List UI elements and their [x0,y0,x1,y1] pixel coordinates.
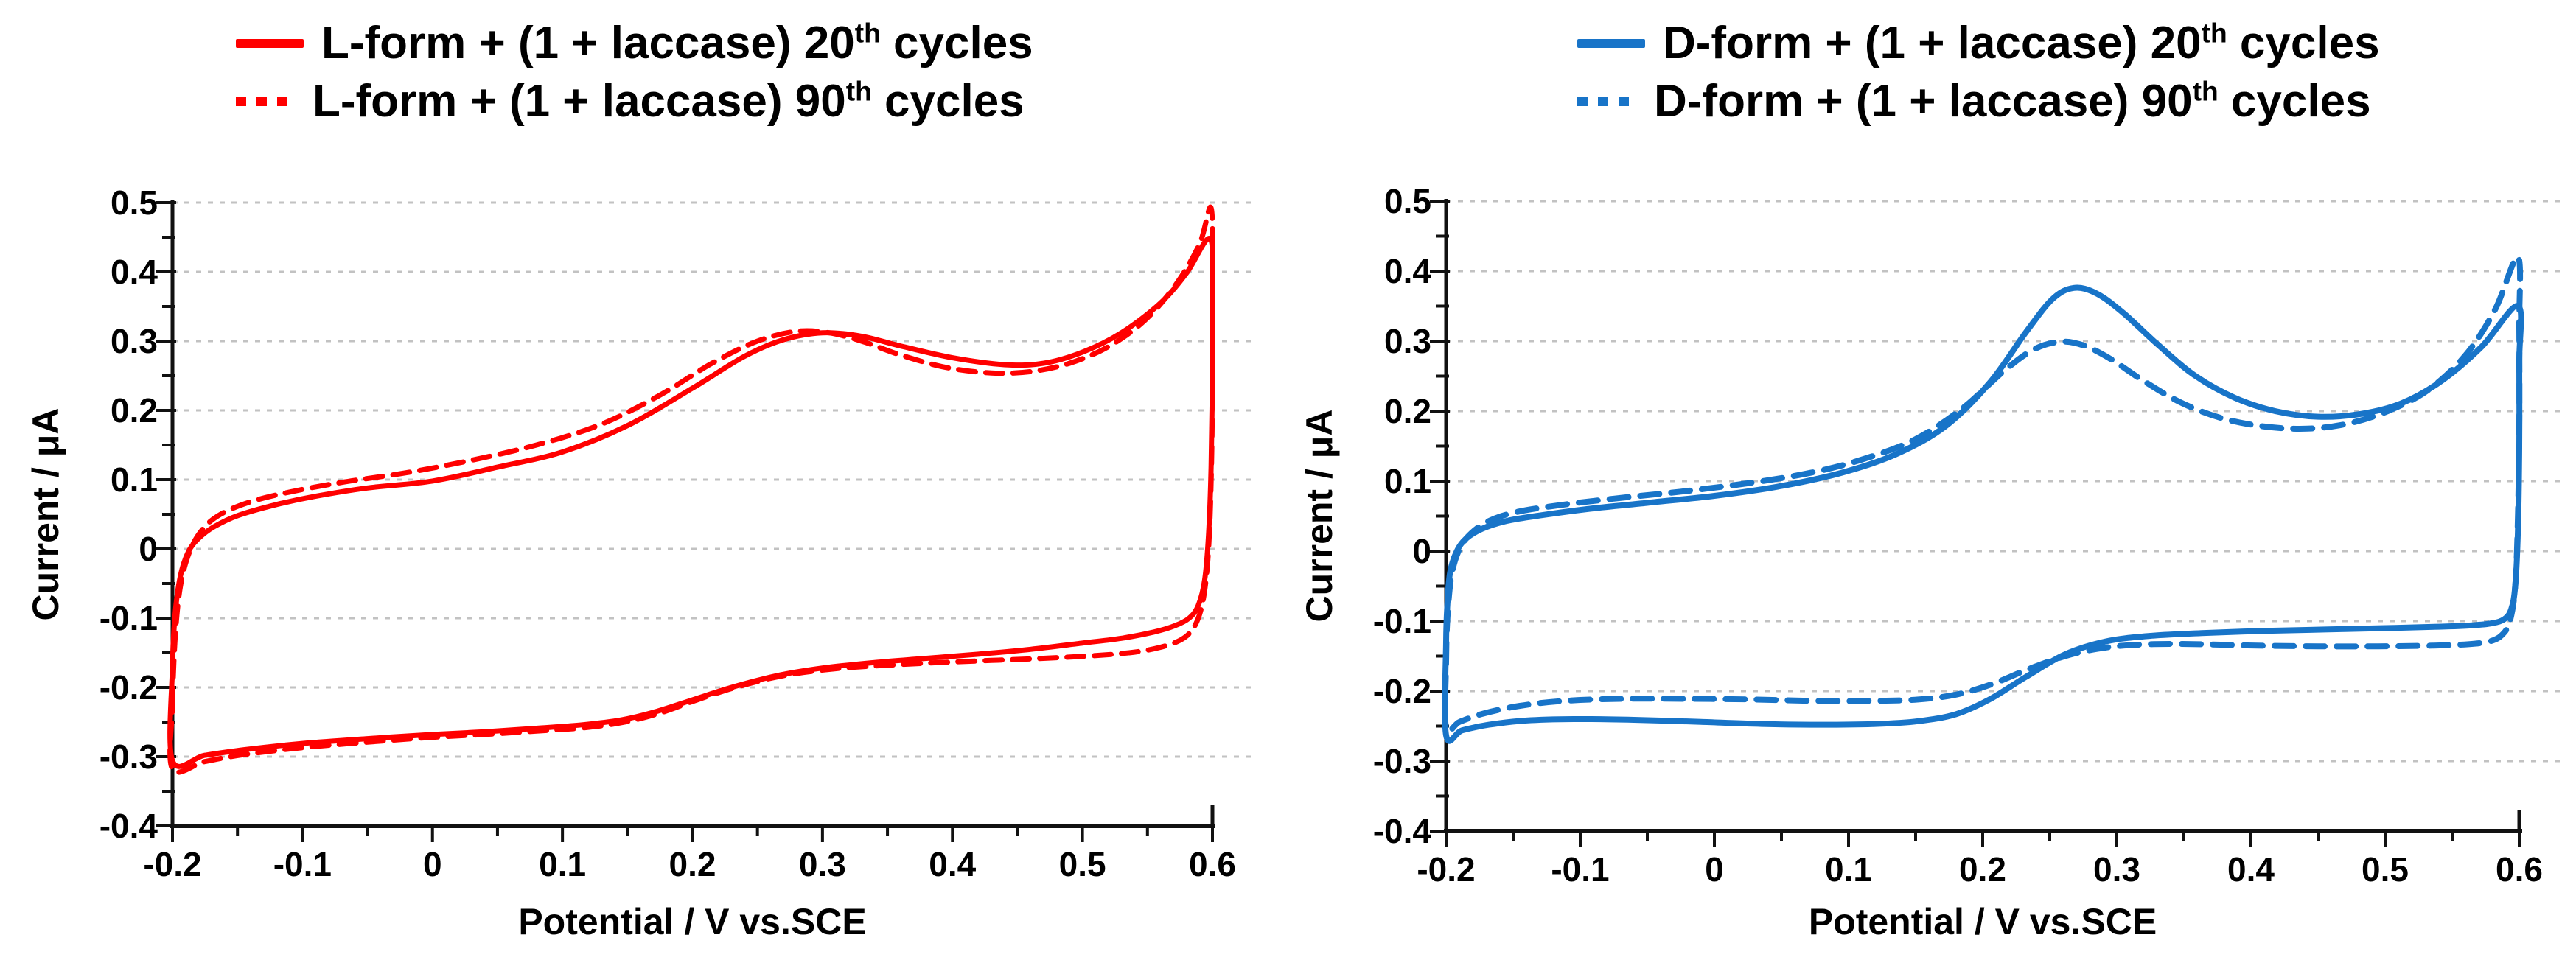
x-tick-label: 0.6 [1189,845,1236,883]
x-tick-label: -0.2 [1417,850,1475,889]
legend-label-text: cycles [871,76,1025,127]
y-tick-label: 0 [139,530,158,568]
legend-item: D-form + (1 + laccase) 20th cycles [1577,18,2380,69]
x-tick-label: 0.4 [929,845,976,883]
legend-label-text: D-form + (1 + laccase) 90 [1654,76,2193,127]
y-tick-label: 0.2 [111,391,158,430]
legend: D-form + (1 + laccase) 20th cycles D-for… [1577,18,2380,127]
y-tick-label: 0.2 [1384,392,1431,430]
y-tick-label: -0.2 [1373,672,1431,710]
legend-label-text: cycles [880,18,1033,69]
legend-label-text: cycles [2227,18,2380,69]
legend: L-form + (1 + laccase) 20th cycles L-for… [236,18,1033,127]
y-tick-label: 0.3 [111,322,158,360]
y-tick-label: -0.3 [1373,742,1431,780]
y-tick-label: -0.2 [100,668,158,707]
legend-swatch-solid-line [1577,38,1645,48]
chart-d-form: D-form + (1 + laccase) 20th cycles D-for… [1286,0,2576,974]
x-tick-label: 0.5 [2362,850,2409,889]
legend-label: L-form + (1 + laccase) 90th cycles [313,76,1025,127]
x-tick-label: 0.4 [2227,850,2275,889]
x-tick-label: -0.2 [143,845,201,883]
legend-item: D-form + (1 + laccase) 90th cycles [1577,76,2380,127]
legend-item: L-form + (1 + laccase) 20th cycles [236,18,1033,69]
legend-label: L-form + (1 + laccase) 20th cycles [321,18,1033,69]
x-tick-label: 0.3 [799,845,846,883]
legend-item: L-form + (1 + laccase) 90th cycles [236,76,1033,127]
legend-swatch-dotted-line [1577,97,1636,107]
legend-label-sup: th [2201,17,2227,49]
y-axis-title: Current / μA [25,407,66,621]
y-tick-label: 0.3 [1384,322,1431,360]
legend-label-text: L-form + (1 + laccase) 90 [313,76,846,127]
x-axis-title: Potential / V vs.SCE [518,901,867,942]
cv-curve-solid [1442,284,2524,744]
legend-label-text: cycles [2218,76,2371,127]
legend-label-sup: th [845,75,872,107]
x-tick-label: 0 [1705,850,1724,889]
legend-swatch-solid-line [236,38,304,48]
y-tick-label: 0 [1412,532,1431,570]
legend-swatch-dotted-line [236,97,295,107]
y-tick-label: 0.5 [111,183,158,222]
y-tick-label: 0.1 [1384,462,1431,500]
y-tick-label: 0.5 [1384,182,1431,220]
x-tick-label: 0.2 [669,845,716,883]
y-tick-label: -0.4 [1373,812,1432,850]
gridlines [172,201,1253,758]
x-tick-label: 0.3 [2093,850,2140,889]
x-tick-label: 0.1 [1825,850,1872,889]
legend-label-sup: th [854,17,881,49]
x-tick-label: -0.1 [1551,850,1609,889]
legend-label-sup: th [2192,75,2219,107]
x-axis-title: Potential / V vs.SCE [1808,901,2157,942]
legend-label-text: D-form + (1 + laccase) 20 [1663,18,2202,69]
tick-labels: -0.2 -0.1 0 0.1 0.2 0.3 0.4 0.5 0.6 0.5 0.4 0.3 0.2 0… [100,183,1236,883]
axes [1430,199,2522,847]
y-tick-label: 0.4 [1384,252,1431,290]
y-axis-title: Current / μA [1299,409,1340,623]
x-tick-label: 0.5 [1059,845,1106,883]
y-tick-label: -0.1 [100,599,158,637]
y-tick-label: 0.4 [111,253,158,291]
x-tick-label: 0.1 [539,845,586,883]
cv-curve-dashed [1442,253,2524,735]
x-tick-label: 0.2 [1959,850,2006,889]
chart-l-form: L-form + (1 + laccase) 20th cycles L-for… [25,18,1253,942]
x-tick-label: -0.1 [273,845,332,883]
x-tick-label: 0.6 [2496,850,2543,889]
legend-label: D-form + (1 + laccase) 20th cycles [1663,18,2380,69]
y-tick-label: 0.1 [111,460,158,499]
y-tick-label: -0.4 [100,807,158,845]
legend-label-text: L-form + (1 + laccase) 20 [321,18,855,69]
legend-label: D-form + (1 + laccase) 90th cycles [1654,76,2371,127]
tick-labels: -0.2 -0.1 0 0.1 0.2 0.3 0.4 0.5 0.6 0.5 0.4 0.3 0.2 0… [1373,182,2543,889]
y-tick-label: -0.1 [1373,602,1431,640]
plot-area: -0.2 -0.1 0 0.1 0.2 0.3 0.4 0.5 0.6 0.5 0.4 0.3 0.2 0… [1373,182,2560,889]
y-tick-label: -0.3 [100,737,158,776]
x-tick-label: 0 [423,845,442,883]
plot-area: -0.2 -0.1 0 0.1 0.2 0.3 0.4 0.5 0.6 0.5 0.4 0.3 0.2 0… [100,183,1253,883]
cv-curve-dashed [167,204,1215,775]
